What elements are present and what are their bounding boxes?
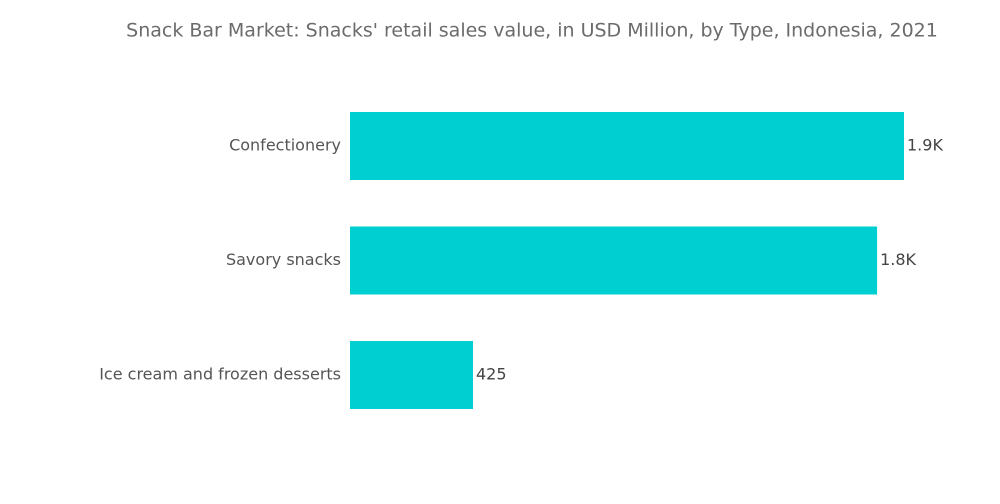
bar (350, 341, 474, 409)
chart-title: Snack Bar Market: Snacks' retail sales v… (126, 20, 938, 42)
bar (350, 226, 878, 295)
category-label: Savory snacks (226, 250, 341, 269)
category-label: Ice cream and frozen desserts (99, 365, 341, 384)
value-label: 1.8K (880, 250, 916, 269)
value-label: 425 (476, 365, 507, 384)
bar (350, 112, 904, 180)
value-label: 1.9K (907, 136, 943, 155)
category-label: Confectionery (229, 136, 341, 155)
